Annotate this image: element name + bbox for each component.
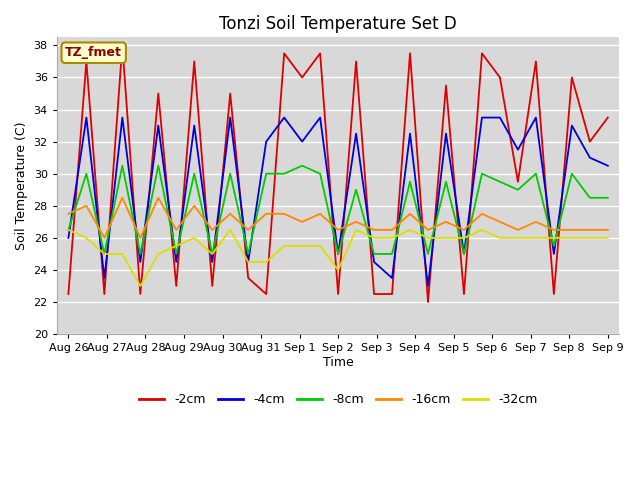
Y-axis label: Soil Temperature (C): Soil Temperature (C) — [15, 121, 28, 250]
Title: Tonzi Soil Temperature Set D: Tonzi Soil Temperature Set D — [220, 15, 457, 33]
Legend: -2cm, -4cm, -8cm, -16cm, -32cm: -2cm, -4cm, -8cm, -16cm, -32cm — [134, 388, 542, 411]
X-axis label: Time: Time — [323, 356, 353, 369]
Text: TZ_fmet: TZ_fmet — [65, 46, 122, 59]
